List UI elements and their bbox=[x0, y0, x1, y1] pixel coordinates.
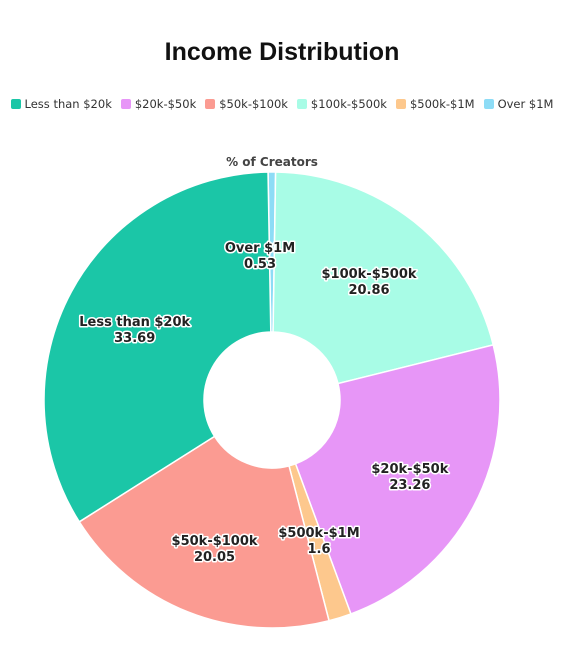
legend-label: Less than $20k bbox=[24, 97, 112, 111]
legend-item[interactable]: $20k-$50k bbox=[120, 97, 197, 111]
legend-item[interactable]: Over $1M bbox=[483, 97, 554, 111]
donut-slice[interactable] bbox=[294, 343, 501, 615]
slice-label-name: $50k-$100k bbox=[172, 534, 258, 549]
donut-slice[interactable] bbox=[43, 171, 272, 523]
legend-item[interactable]: $100k-$500k bbox=[296, 97, 387, 111]
legend-label: $50k-$100k bbox=[219, 97, 288, 111]
slice-label-value: 1.6 bbox=[307, 542, 330, 557]
slice-label-name: $500k-$1M bbox=[278, 526, 359, 541]
slice-label-value: 23.26 bbox=[389, 478, 430, 493]
legend-label: $100k-$500k bbox=[310, 97, 387, 111]
chart-title: Income Distribution bbox=[164, 38, 400, 66]
slice-label-name: Less than $20k bbox=[79, 315, 190, 330]
legend-label: $500k-$1M bbox=[409, 97, 475, 111]
legend-swatch bbox=[120, 99, 131, 109]
slice-label-name: $100k-$500k bbox=[321, 267, 416, 282]
legend-swatch bbox=[296, 99, 307, 109]
legend-swatch bbox=[483, 99, 494, 109]
slice-label-name: $20k-$50k bbox=[371, 462, 448, 477]
legend-swatch bbox=[395, 99, 406, 109]
legend-label: Over $1M bbox=[497, 97, 554, 111]
legend-item[interactable]: Less than $20k bbox=[10, 97, 112, 111]
legend-item[interactable]: $500k-$1M bbox=[395, 97, 475, 111]
donut-slice[interactable] bbox=[272, 171, 495, 385]
slice-label-value: 33.69 bbox=[114, 331, 155, 346]
slice-label-value: 0.53 bbox=[244, 257, 276, 272]
slice-label-value: 20.86 bbox=[348, 283, 389, 298]
chart-legend: Less than $20k $20k-$50k $50k-$100k $100k-$… bbox=[0, 97, 564, 111]
legend-item[interactable]: $50k-$100k bbox=[205, 97, 288, 111]
legend-swatch bbox=[10, 99, 21, 109]
chart-subtitle: % of Creators bbox=[226, 155, 318, 169]
donut-slices bbox=[43, 171, 501, 629]
legend-label: $20k-$50k bbox=[134, 97, 197, 111]
donut-slice[interactable] bbox=[78, 435, 330, 629]
legend-swatch bbox=[205, 99, 216, 109]
slice-label-value: 20.05 bbox=[194, 550, 235, 565]
slice-label-name: Over $1M bbox=[225, 241, 295, 256]
